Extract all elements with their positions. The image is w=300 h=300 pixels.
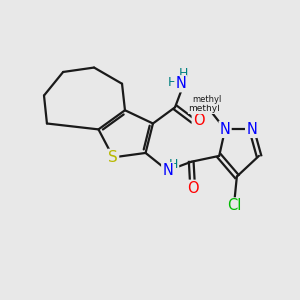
Text: methyl: methyl [189,104,220,113]
Text: Cl: Cl [227,198,241,213]
Text: N: N [246,122,257,137]
Text: S: S [108,150,118,165]
Text: N: N [176,76,186,91]
Text: H: H [179,67,188,80]
Text: H: H [167,76,177,89]
Text: methyl: methyl [193,95,222,104]
Text: O: O [193,113,204,128]
Text: H: H [169,158,178,171]
Text: N: N [162,163,173,178]
Text: N: N [220,122,230,137]
Text: O: O [187,181,199,196]
